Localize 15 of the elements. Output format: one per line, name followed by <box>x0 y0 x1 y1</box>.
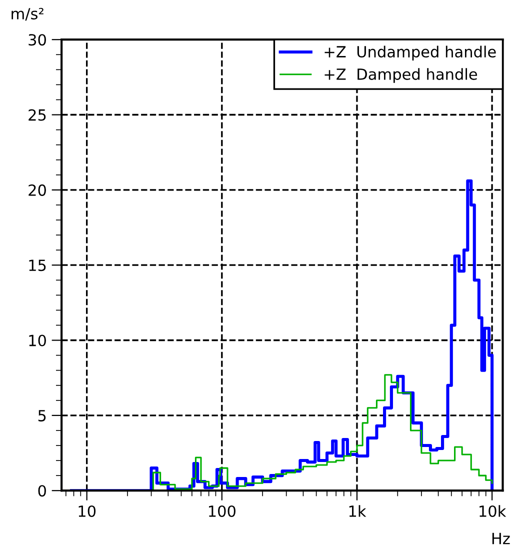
x-tick-label: 100 <box>209 505 236 518</box>
x-tick-label: 1k <box>349 505 366 517</box>
y-tick-label: 30 <box>28 34 46 46</box>
x-tick-label: 10 <box>78 505 96 518</box>
y-tick-label: 25 <box>28 109 46 121</box>
x-axis-title: Hz <box>492 532 510 544</box>
y-tick-label: 15 <box>29 260 46 272</box>
y-axis-title: m/s² <box>12 8 44 21</box>
legend-label: +Z Damped handle <box>324 68 478 83</box>
legend-label: +Z Undamped handle <box>324 46 496 60</box>
x-tick-label: 10k <box>480 505 506 518</box>
y-tick-label: 10 <box>29 334 46 346</box>
y-tick-label: 5 <box>38 410 46 422</box>
y-tick-label: 20 <box>28 184 46 196</box>
y-tick-label: 0 <box>38 485 46 497</box>
